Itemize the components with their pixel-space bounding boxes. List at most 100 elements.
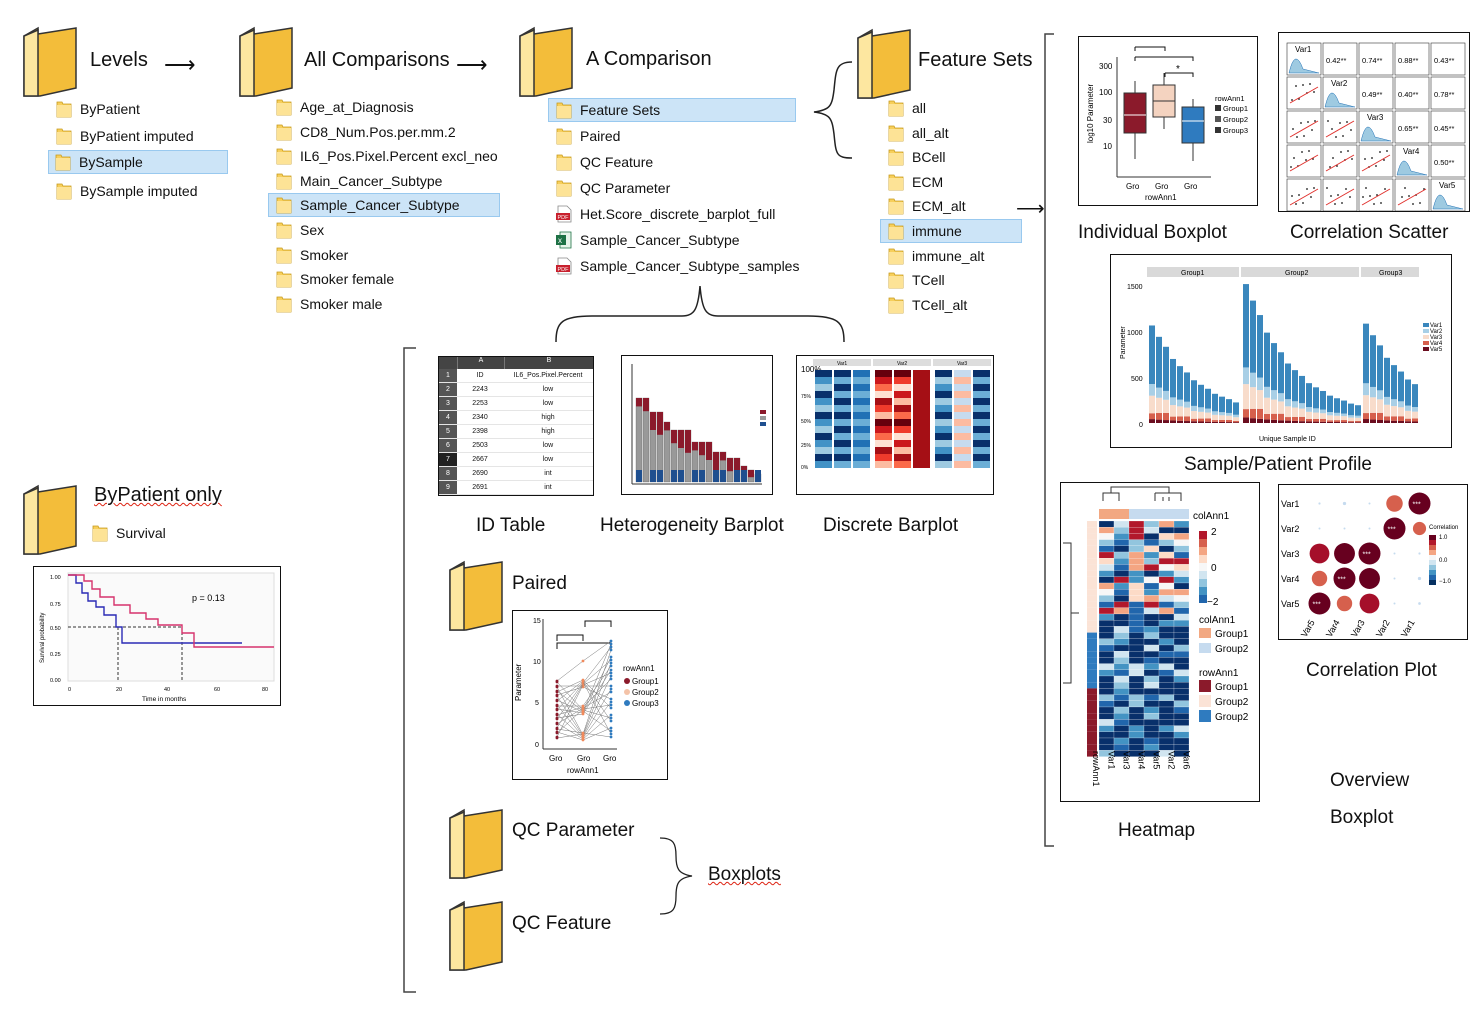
table-row: 8 2690 int bbox=[439, 467, 593, 481]
folder-icon bbox=[56, 127, 72, 145]
legend-item: Group3 bbox=[632, 699, 659, 708]
x-tick-label: 40 bbox=[164, 687, 170, 693]
all-comparisons-item[interactable]: IL6_Pos.Pixel.Percent excl_neo bbox=[276, 144, 508, 168]
feature-sets-item[interactable]: BCell bbox=[888, 145, 1030, 169]
levels-item[interactable]: ByPatient bbox=[56, 97, 228, 121]
legend-item: Var3 bbox=[1430, 335, 1443, 341]
all-comparisons-item[interactable]: Smoker bbox=[276, 243, 508, 267]
y-tick-label: 1.00 bbox=[50, 575, 61, 581]
paired-folder-icon bbox=[448, 560, 504, 632]
folder-icon bbox=[888, 99, 904, 117]
all-comparisons-item[interactable]: CD8_Num.Pos.per.mm.2 bbox=[276, 120, 508, 144]
column-label: Var4 bbox=[1137, 751, 1147, 769]
correlation-coefficient: 0.78** bbox=[1434, 90, 1455, 99]
a-comparison-item[interactable]: Het.Score_discrete_barplot_full bbox=[556, 202, 804, 226]
feature-sets-item[interactable]: all_alt bbox=[888, 121, 1030, 145]
row-label: Var2 bbox=[1281, 524, 1299, 534]
y-axis-label: Parameter bbox=[1120, 326, 1127, 359]
folder-icon bbox=[56, 182, 72, 200]
folder-icon bbox=[276, 246, 292, 264]
folder-icon bbox=[556, 127, 572, 145]
x-tick-label: Gro bbox=[603, 754, 617, 763]
a-comparison-item[interactable]: Sample_Cancer_Subtype bbox=[556, 228, 804, 252]
levels-item-selected[interactable]: BySample bbox=[48, 150, 228, 174]
x-axis-label: rowAnn1 bbox=[567, 766, 599, 775]
y-tick-label: 100% bbox=[801, 365, 821, 374]
feature-sets-item[interactable]: TCell_alt bbox=[888, 293, 1030, 317]
table-row: 4 2340 high bbox=[439, 411, 593, 425]
folder-icon bbox=[888, 173, 904, 191]
x-tick-label: 80 bbox=[262, 687, 268, 693]
y-tick-label: 25% bbox=[801, 443, 812, 449]
folder-icon bbox=[276, 123, 292, 141]
feature-sets-item[interactable]: immune bbox=[880, 219, 1022, 243]
facet-label: Group2 bbox=[1285, 270, 1308, 277]
folder-icon bbox=[888, 197, 904, 215]
heterogeneity-caption: Heterogeneity Barplot bbox=[600, 515, 784, 536]
folder-icon bbox=[276, 98, 292, 116]
heatmap-caption: Heatmap bbox=[1118, 820, 1196, 841]
legend-tick: −1.0 bbox=[1439, 579, 1452, 585]
boxplots-label: Boxplots bbox=[708, 864, 781, 885]
folder-icon bbox=[888, 296, 904, 314]
arrow-right-icon: ⟶ bbox=[456, 52, 488, 77]
row-label: Var5 bbox=[1281, 599, 1299, 609]
a-comparison-item[interactable]: QC Parameter bbox=[556, 176, 804, 200]
facet-label: Var3 bbox=[957, 361, 967, 367]
levels-title: Levels bbox=[90, 49, 148, 71]
feature-sets-item[interactable]: immune_alt bbox=[888, 244, 1030, 268]
y-tick-label: 1500 bbox=[1127, 284, 1143, 291]
x-axis-label: Unique Sample ID bbox=[1259, 436, 1316, 443]
all-comparisons-item[interactable]: Main_Cancer_Subtype bbox=[276, 169, 508, 193]
column-label: Var4 bbox=[1324, 618, 1342, 639]
legend-item: Var1 bbox=[1430, 323, 1443, 329]
all-comparisons-title: All Comparisons bbox=[304, 49, 450, 71]
levels-item[interactable]: ByPatient imputed bbox=[56, 124, 228, 148]
folder-icon bbox=[276, 196, 292, 214]
legend-item: Group1 bbox=[1215, 629, 1249, 640]
table-row: 6 2503 low bbox=[439, 439, 593, 453]
facet-label: Var2 bbox=[897, 361, 907, 367]
p-value-label: p = 0.13 bbox=[192, 593, 225, 603]
column-label: Var5 bbox=[1152, 751, 1162, 769]
x-tick-label: 0 bbox=[68, 687, 71, 693]
survival-folder[interactable]: Survival bbox=[92, 521, 166, 545]
survival-plot-thumbnail: Survival probability 1.00 0.75 0.50 0.25… bbox=[33, 566, 281, 706]
all-comparisons-item[interactable]: Age_at_Diagnosis bbox=[276, 95, 508, 119]
feature-sets-item[interactable]: TCell bbox=[888, 268, 1030, 292]
legend-item: Group1 bbox=[1215, 682, 1249, 693]
feature-sets-item[interactable]: all bbox=[888, 96, 1030, 120]
heterogeneity-barplot-thumbnail bbox=[621, 355, 773, 495]
a-comparison-item[interactable]: Paired bbox=[556, 124, 804, 148]
heatmap-thumbnail: colAnn1 2 0 −2 colAnn1 Group1 Group2 row… bbox=[1060, 482, 1260, 802]
individual-boxplot-thumbnail: log10 Parameter 300 100 30 10 * Gro Gro … bbox=[1078, 36, 1258, 206]
arrow-right-icon: ⟶ bbox=[1016, 198, 1045, 220]
feature-sets-item[interactable]: ECM bbox=[888, 170, 1030, 194]
excel-file-icon bbox=[556, 231, 572, 249]
a-comparison-item[interactable]: Sample_Cancer_Subtype_samples bbox=[556, 254, 804, 278]
legend-item: Group3 bbox=[1223, 126, 1248, 135]
y-tick-label: 100 bbox=[1099, 88, 1113, 97]
a-comparison-item[interactable]: Feature Sets bbox=[548, 98, 796, 122]
y-tick-label: 0% bbox=[801, 465, 809, 471]
facet-label: Group1 bbox=[1181, 270, 1204, 277]
y-tick-label: 1000 bbox=[1127, 330, 1143, 337]
legend-item: Var5 bbox=[1430, 347, 1443, 353]
paired-title: Paired bbox=[512, 573, 567, 594]
legend-item: Var2 bbox=[1430, 329, 1443, 335]
all-comparisons-item[interactable]: Smoker female bbox=[276, 267, 508, 291]
column-label: Var1 bbox=[1107, 751, 1117, 769]
column-label: Var2 bbox=[1167, 751, 1177, 769]
all-comparisons-item[interactable]: Smoker male bbox=[276, 292, 508, 316]
all-comparisons-item[interactable]: Sex bbox=[276, 218, 508, 242]
levels-item[interactable]: BySample imputed bbox=[56, 179, 228, 203]
a-comparison-item[interactable]: QC Feature bbox=[556, 150, 804, 174]
feature-sets-folder-icon bbox=[856, 28, 912, 100]
significance-stars: *** bbox=[1413, 502, 1421, 509]
table-row: 1 ID IL6_Pos.Pixel.Percent bbox=[439, 369, 593, 383]
all-comparisons-item[interactable]: Sample_Cancer_Subtype bbox=[268, 193, 500, 218]
y-axis-label: Survival probability bbox=[40, 613, 46, 663]
column-label: Var2 bbox=[1374, 618, 1392, 639]
feature-sets-item[interactable]: ECM_alt bbox=[888, 194, 1030, 218]
levels-folder-icon bbox=[22, 26, 78, 98]
